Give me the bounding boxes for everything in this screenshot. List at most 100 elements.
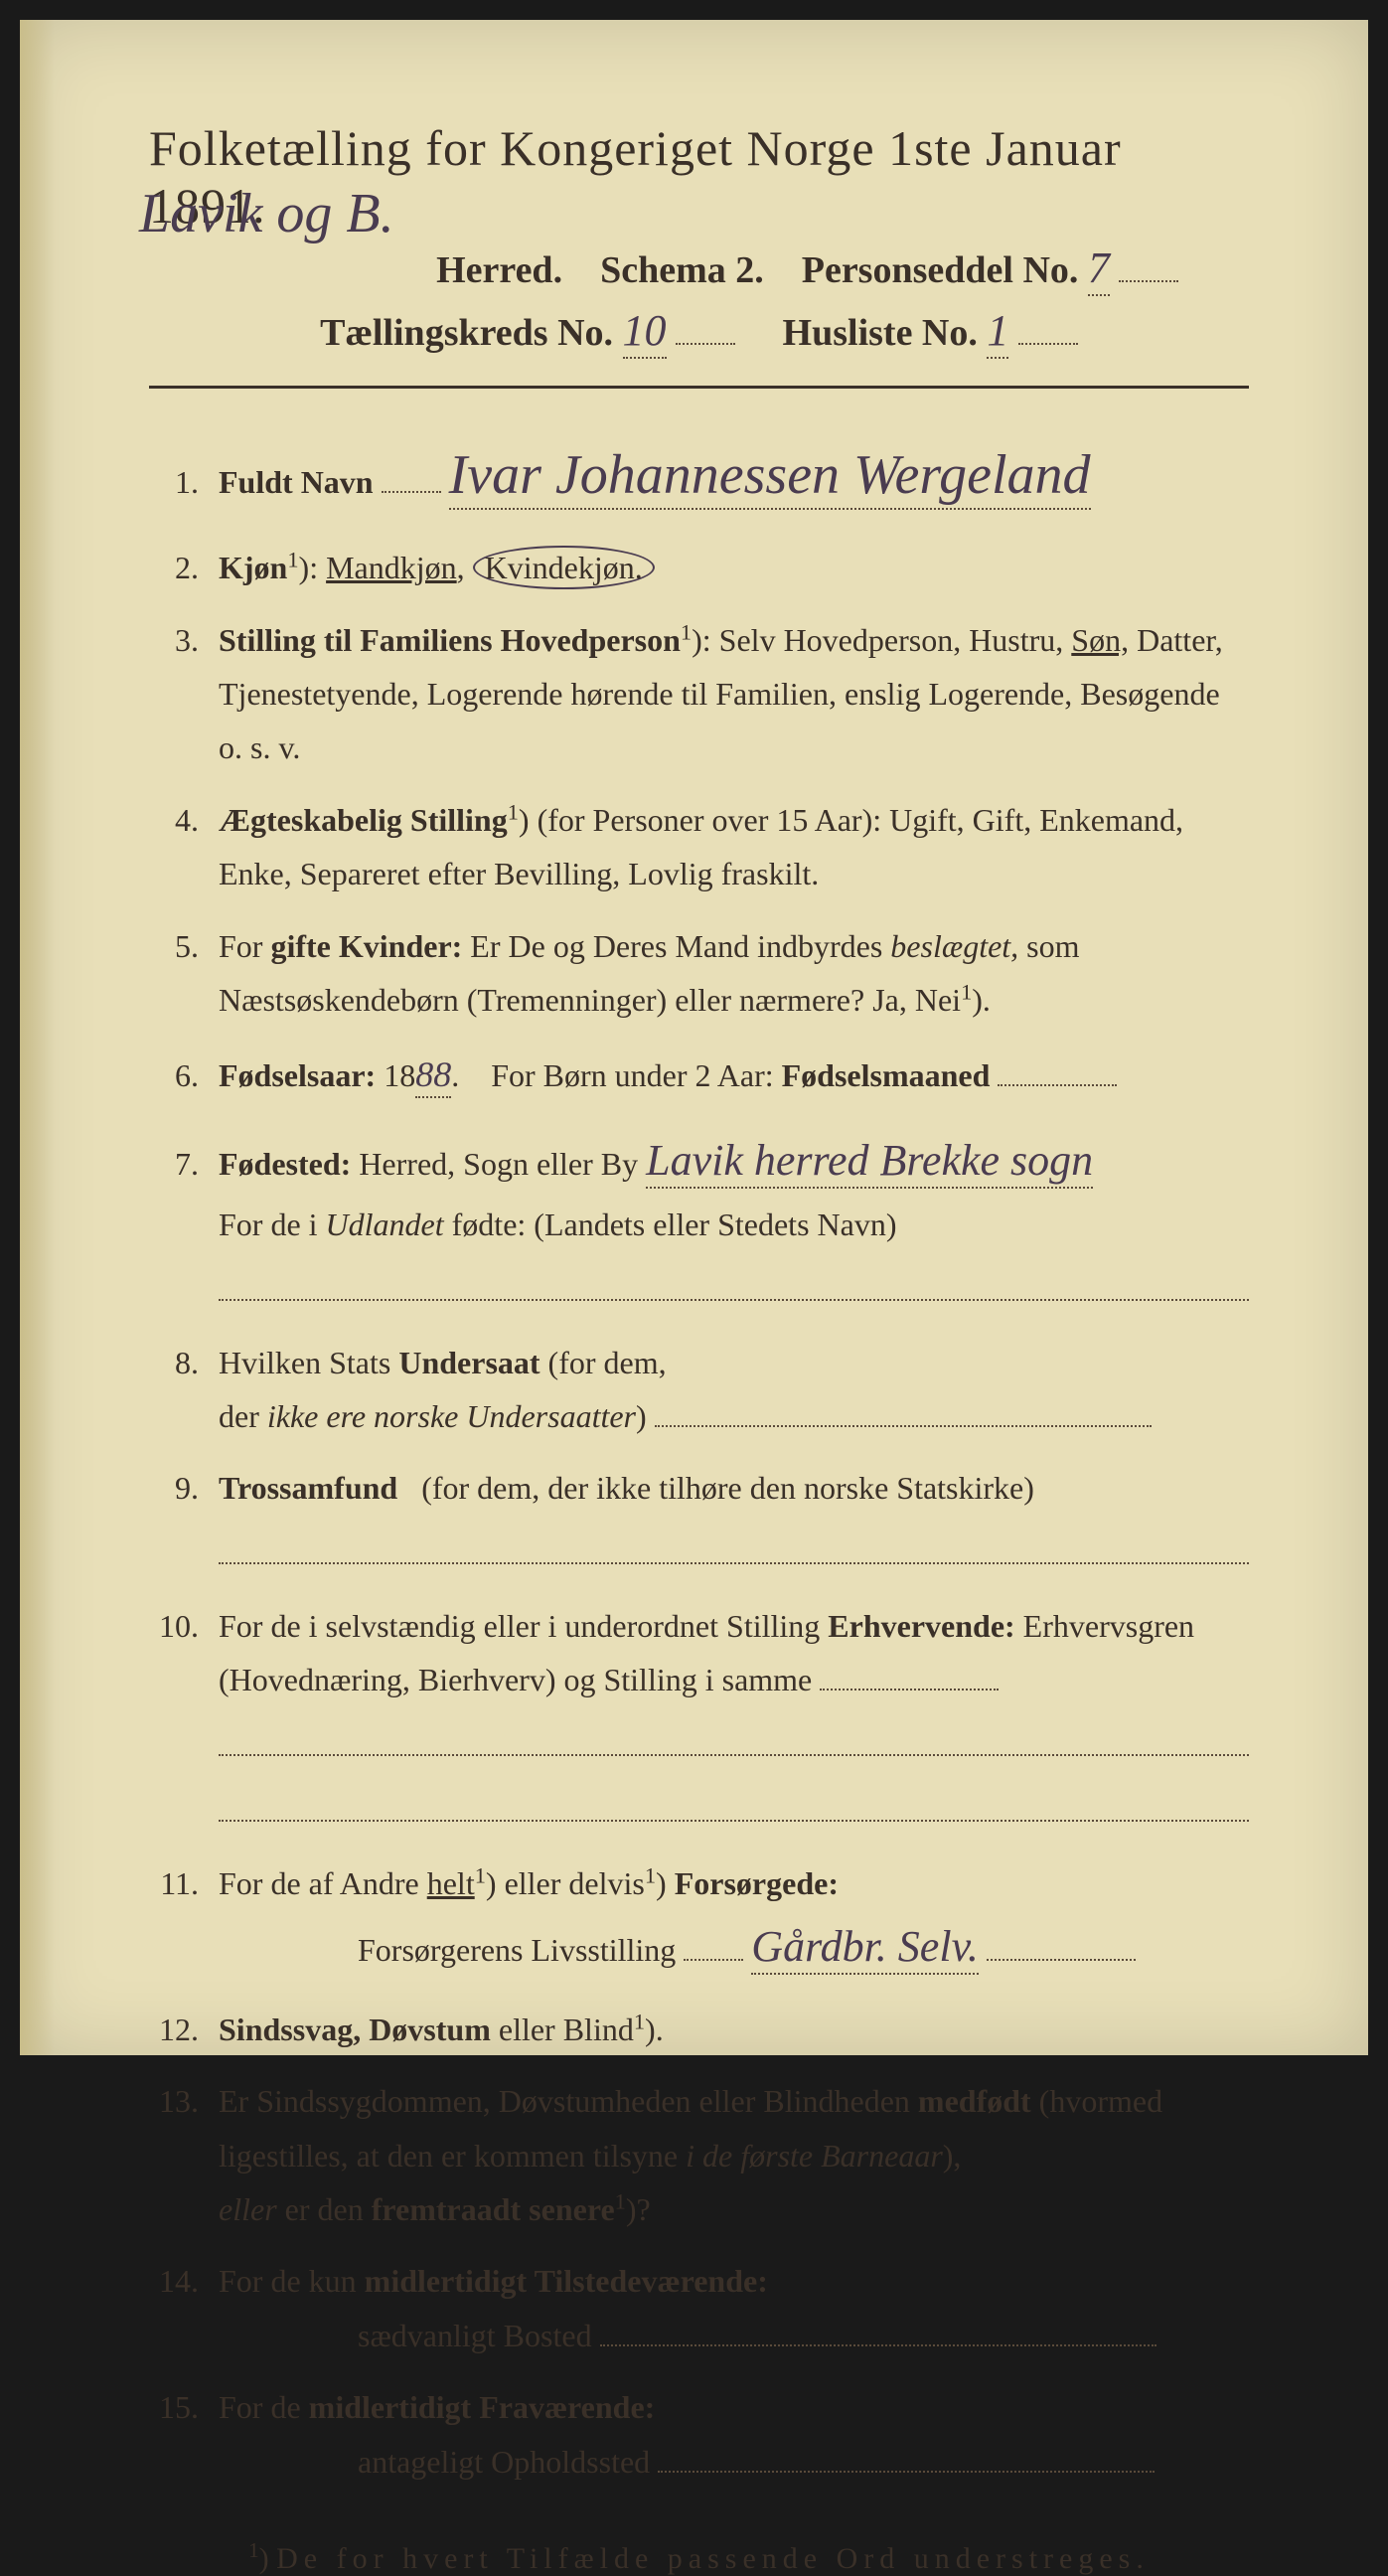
row-10-blank-line-2: [219, 1781, 1249, 1823]
personseddel-label: Personseddel No.: [802, 249, 1079, 291]
taellingskreds-value: 10: [623, 306, 667, 359]
row-num-13: 13.: [149, 2074, 219, 2128]
row-10: 10. For de i selvstændig eller i underor…: [149, 1599, 1249, 1839]
row-14-line2: sædvanligt Bosted: [358, 2318, 592, 2353]
row-13-t4: er den: [285, 2191, 364, 2227]
row-3-label: Stilling til Familiens Hovedperson: [219, 622, 681, 658]
row-8-label: Undersaat: [398, 1345, 540, 1380]
footnote: 1) De for hvert Tilfælde passende Ord un…: [149, 2538, 1249, 2576]
row-4-label: Ægteskabelig Stilling: [219, 802, 508, 838]
row-2-option-mand: Mandkjøn,: [326, 550, 465, 585]
row-14-text: For de kun: [219, 2263, 357, 2299]
row-8-t3p: der: [219, 1398, 259, 1434]
herred-handwritten-value: Lavik og B.: [139, 182, 394, 245]
row-15-label: midlertidigt Fraværende:: [309, 2389, 656, 2425]
row-num-2: 2.: [149, 541, 219, 594]
row-num-3: 3.: [149, 613, 219, 667]
row-num-5: 5.: [149, 919, 219, 973]
row-num-8: 8.: [149, 1336, 219, 1389]
row-9-label: Trossamfund: [219, 1470, 397, 1506]
row-8-t2: (for dem,: [548, 1345, 667, 1380]
husliste-value: 1: [987, 306, 1008, 359]
row-13-b2: fremtraadt senere: [372, 2191, 615, 2227]
row-9-text: (for dem, der ikke tilhøre den norske St…: [421, 1470, 1034, 1506]
husliste-label: Husliste No.: [783, 312, 978, 354]
row-5-gifte: gifte: [270, 928, 330, 964]
row-10-label: Erhvervende:: [828, 1608, 1014, 1644]
row-8-t1: Hvilken Stats: [219, 1345, 390, 1380]
row-num-7: 7.: [149, 1137, 219, 1191]
row-5-text: Er De og Deres Mand indbyrdes: [470, 928, 882, 964]
row-6-label: Fødselsaar:: [219, 1057, 376, 1093]
row-5-for: For: [219, 928, 262, 964]
row-2: 2. Kjøn1): Mandkjøn, Kvindekjøn.: [149, 541, 1249, 594]
row-num-11: 11.: [149, 1856, 219, 1910]
row-4: 4. Ægteskabelig Stilling1) (for Personer…: [149, 793, 1249, 901]
row-num-12: 12.: [149, 2003, 219, 2056]
row-3: 3. Stilling til Familiens Hovedperson1):…: [149, 613, 1249, 775]
row-6: 6. Fødselsaar: 1888. For Børn under 2 Aa…: [149, 1045, 1249, 1105]
row-6-text2: For Børn under 2 Aar:: [491, 1057, 773, 1093]
row-15-text: For de: [219, 2389, 301, 2425]
row-9-blank-line: [219, 1524, 1249, 1565]
taellingskreds-label: Tællingskreds No.: [320, 312, 613, 354]
row-num-4: 4.: [149, 793, 219, 847]
row-12-text: eller Blind: [499, 2012, 634, 2047]
row-15-line2: antageligt Opholdssted: [358, 2444, 650, 2480]
row-3-osv: o. s. v.: [219, 721, 1249, 774]
row-2-option-kvinde-circled: Kvindekjøn.: [473, 546, 655, 589]
row-11-t2: eller delvis: [505, 1865, 645, 1901]
row-1-label: Fuldt Navn: [219, 464, 374, 500]
row-11-line2: Forsørgerens Livsstilling: [358, 1932, 676, 1968]
row-12-label: Sindssvag, Døvstum: [219, 2012, 491, 2047]
personseddel-value: 7: [1088, 243, 1110, 296]
row-num-14: 14.: [149, 2254, 219, 2308]
row-11-value: Gårdbr. Selv.: [751, 1922, 979, 1975]
row-14: 14. For de kun midlertidigt Tilstedevære…: [149, 2254, 1249, 2362]
row-7-l2-text: fødte: (Landets eller Stedets Navn): [452, 1207, 897, 1242]
row-6-label2: Fødselsmaaned: [782, 1057, 991, 1093]
row-num-1: 1.: [149, 455, 219, 509]
row-11-underlined: helt: [427, 1865, 475, 1901]
row-6-prefix: 18: [384, 1057, 415, 1093]
row-7: 7. Fødested: Herred, Sogn eller By Lavik…: [149, 1124, 1249, 1318]
row-11-t1: For de af Andre: [219, 1865, 419, 1901]
row-num-6: 6.: [149, 1048, 219, 1102]
header-line-3: Tællingskreds No. 10 Husliste No. 1: [149, 305, 1249, 356]
row-num-15: 15.: [149, 2380, 219, 2434]
row-10-text: For de i selvstændig eller i underordnet…: [219, 1608, 820, 1644]
row-2-label: Kjøn: [219, 550, 287, 585]
row-8: 8. Hvilken Stats Undersaat (for dem, der…: [149, 1336, 1249, 1444]
row-12: 12. Sindssvag, Døvstum eller Blind1).: [149, 2003, 1249, 2056]
row-7-label: Fødested:: [219, 1146, 351, 1182]
row-7-l2-italic: Udlandet: [326, 1207, 444, 1242]
row-8-t3i: ikke ere norske Undersaatter: [267, 1398, 636, 1434]
row-10-blank-line-1: [219, 1715, 1249, 1757]
row-1-value: Ivar Johannessen Wergeland: [449, 444, 1091, 510]
row-15: 15. For de midlertidigt Fraværende: anta…: [149, 2380, 1249, 2489]
schema-label: Schema 2.: [600, 249, 764, 291]
row-13: 13. Er Sindssygdommen, Døvstumheden elle…: [149, 2074, 1249, 2236]
row-1: 1. Fuldt Navn Ivar Johannessen Wergeland: [149, 428, 1249, 523]
row-6-year: 88: [415, 1054, 451, 1098]
row-9: 9. Trossamfund (for dem, der ikke tilhør…: [149, 1461, 1249, 1580]
row-num-10: 10.: [149, 1599, 219, 1653]
row-14-label: midlertidigt Tilstedeværende:: [365, 2263, 768, 2299]
row-11: 11. For de af Andre helt1) eller delvis1…: [149, 1856, 1249, 1985]
herred-label: Herred.: [436, 249, 562, 291]
row-11-label: Forsørgede:: [675, 1865, 839, 1901]
row-5: 5. For gifte Kvinder: Er De og Deres Man…: [149, 919, 1249, 1028]
row-13-i1: i de første Barneaar: [686, 2138, 943, 2174]
header-divider: [149, 386, 1249, 389]
row-7-value: Lavik herred Brekke sogn: [646, 1136, 1093, 1189]
row-5-kvinder: Kvinder:: [339, 928, 462, 964]
row-4-paren: (for Personer over 15 Aar):: [538, 802, 882, 838]
row-5-italic: beslægtet,: [890, 928, 1018, 964]
row-num-9: 9.: [149, 1461, 219, 1515]
row-13-i2: eller: [219, 2191, 277, 2227]
census-form-page: Folketælling for Kongeriget Norge 1ste J…: [20, 20, 1368, 2055]
row-7-blank-line: [219, 1260, 1249, 1302]
row-7-l2-prefix: For de i: [219, 1207, 318, 1242]
footnote-text: De for hvert Tilfælde passende Ord under…: [276, 2542, 1150, 2575]
row-13-b1: medfødt: [918, 2083, 1031, 2119]
